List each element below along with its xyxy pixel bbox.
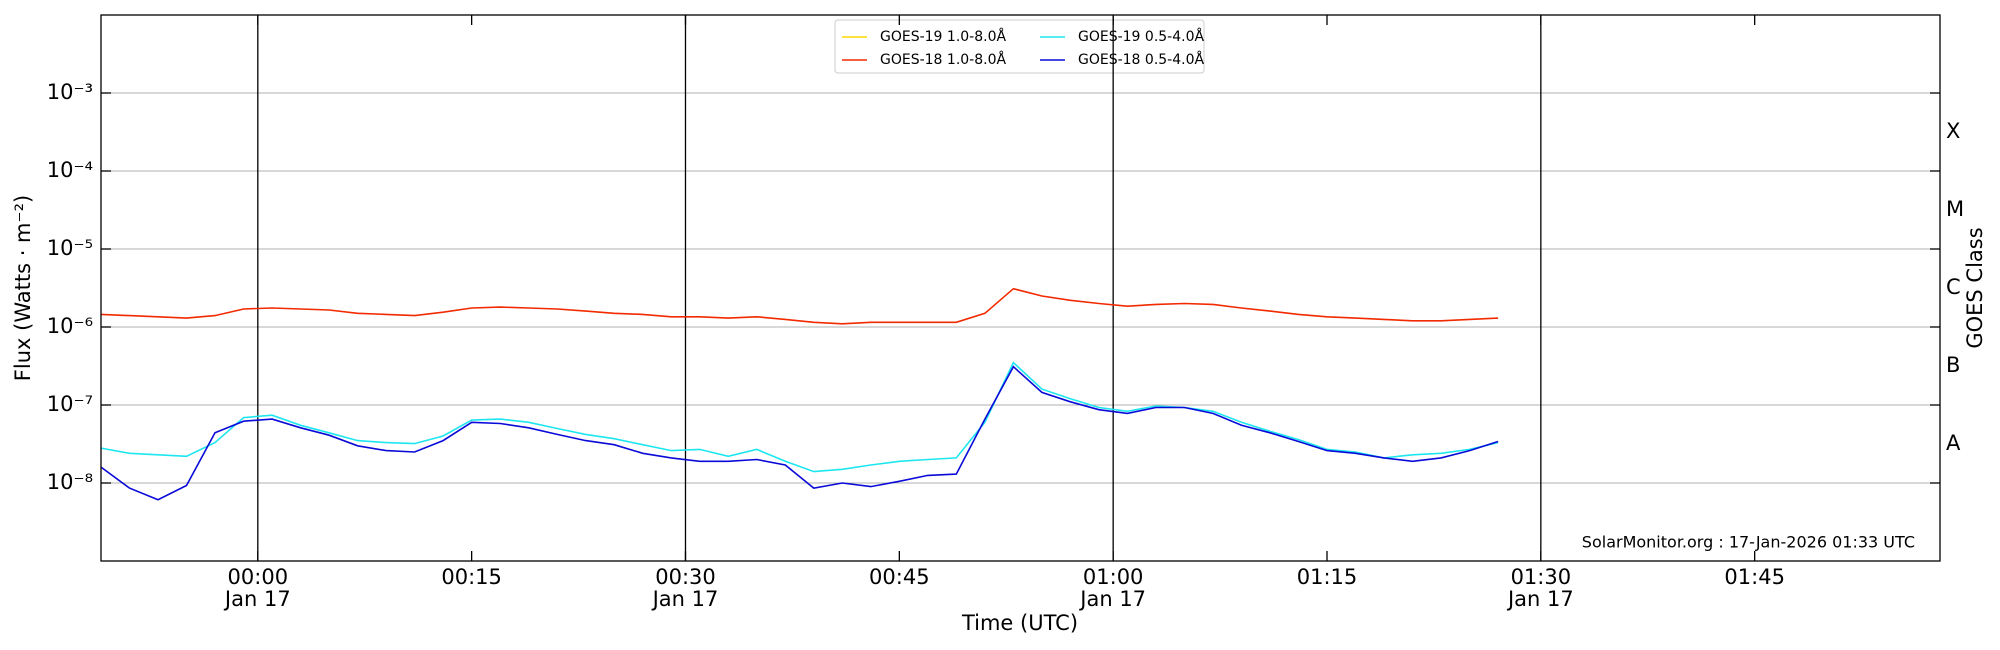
x-tick-label: Jan 17 [223, 587, 291, 611]
legend-label: GOES-19 1.0-8.0Å [880, 28, 1006, 45]
series-line [100, 361, 1499, 473]
series-line [100, 287, 1499, 325]
class-label: M [1946, 197, 1964, 221]
y-tick-label: 10⁻⁵ [47, 236, 93, 260]
x-tick-label: 00:30 [655, 565, 716, 589]
class-label: X [1946, 119, 1960, 143]
y-tick-label: 10⁻⁷ [47, 392, 93, 416]
x-tick-label: 00:15 [441, 565, 502, 589]
legend-label: GOES-18 0.5-4.0Å [1078, 51, 1204, 68]
y-tick-label: 10⁻³ [47, 80, 93, 104]
y-tick-label: 10⁻⁴ [47, 158, 93, 182]
legend-label: GOES-18 1.0-8.0Å [880, 51, 1006, 68]
legend-label: GOES-19 0.5-4.0Å [1078, 28, 1204, 45]
x-tick-label: 01:45 [1724, 565, 1785, 589]
x-axis-label: Time (UTC) [961, 611, 1078, 635]
y-tick-label: 10⁻⁶ [47, 314, 93, 338]
legend-box [834, 19, 1205, 74]
x-tick-label: 01:30 [1511, 565, 1572, 589]
class-label: A [1946, 431, 1961, 455]
y-tick-label: 10⁻⁸ [47, 470, 93, 494]
annotation: SolarMonitor.org : 17-Jan-2026 01:33 UTC [1582, 533, 1915, 552]
x-tick-label: 00:00 [228, 565, 289, 589]
class-label: B [1946, 353, 1960, 377]
x-tick-label: 01:15 [1297, 565, 1358, 589]
x-tick-label: Jan 17 [1506, 587, 1574, 611]
plot-frame [100, 14, 1941, 562]
x-tick-label: 01:00 [1083, 565, 1144, 589]
class-label: C [1946, 275, 1961, 299]
y-axis-label: Flux (Watts · m⁻²) [11, 195, 35, 381]
x-tick-label: 00:45 [869, 565, 930, 589]
x-tick-label: Jan 17 [651, 587, 719, 611]
y2-axis-label: GOES Class [1963, 227, 1987, 348]
series-line [100, 365, 1499, 501]
x-tick-label: Jan 17 [1078, 587, 1146, 611]
